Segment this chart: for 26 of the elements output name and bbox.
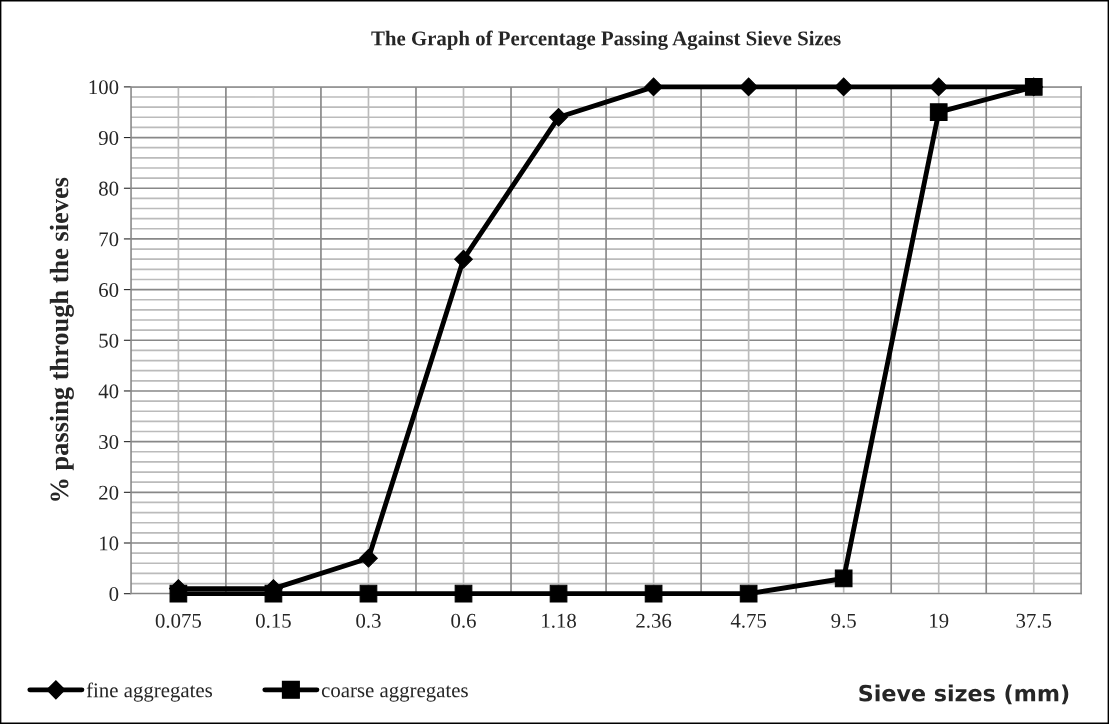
y-tick-label: 60 — [99, 282, 119, 298]
legend-label: coarse aggregates — [321, 685, 468, 702]
y-tick-label: 40 — [98, 384, 119, 399]
x-tick-label: 37.5 — [1016, 613, 1052, 628]
y-tick-label: 10 — [100, 536, 119, 551]
y-tick-label: 80 — [99, 181, 119, 196]
x-axis-title: Sieve sizes (mm) — [859, 684, 1069, 705]
x-tick-label: 9.5 — [831, 613, 856, 628]
x-tick-label: 2.36 — [636, 613, 672, 628]
x-tick-label: 4.75 — [730, 613, 767, 628]
y-tick-label: 100 — [89, 80, 119, 95]
x-tick-label: 19 — [930, 613, 949, 628]
x-tick-label: 0.15 — [255, 613, 291, 628]
y-tick-label: 30 — [99, 435, 119, 450]
y-axis-title: % passing through the sieves — [49, 177, 74, 501]
x-tick-label: 0.3 — [356, 613, 381, 628]
y-tick-label: 90 — [98, 130, 119, 145]
chart-title: The Graph of Percentage Passing Against Sieve Sizes — [371, 30, 841, 50]
y-tick-label: 20 — [99, 485, 119, 500]
y-tick-label: 70 — [99, 232, 119, 247]
x-tick-label: 0.6 — [451, 613, 476, 628]
y-tick-label: 50 — [99, 333, 119, 348]
x-tick-label: 0.075 — [155, 613, 202, 628]
x-tick-label: 1.18 — [542, 613, 576, 628]
legend-label: fine aggregates — [86, 682, 212, 702]
y-tick-label: 0 — [109, 587, 119, 602]
